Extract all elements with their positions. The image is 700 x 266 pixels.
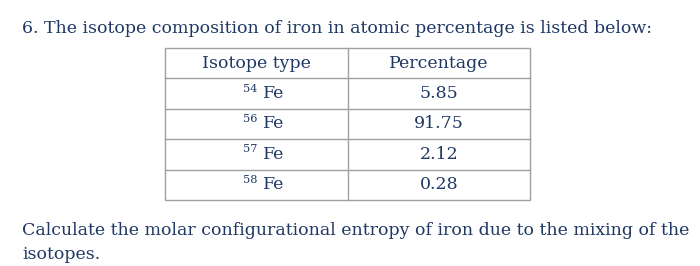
Text: Fe: Fe bbox=[262, 115, 284, 132]
Text: Isotope type: Isotope type bbox=[202, 55, 311, 72]
Text: Percentage: Percentage bbox=[389, 55, 489, 72]
Text: 91.75: 91.75 bbox=[414, 115, 464, 132]
Text: Fe: Fe bbox=[262, 176, 284, 193]
Text: 0.28: 0.28 bbox=[420, 176, 459, 193]
Text: 5.85: 5.85 bbox=[419, 85, 459, 102]
Text: Fe: Fe bbox=[262, 146, 284, 163]
Text: 58: 58 bbox=[242, 175, 257, 185]
Text: isotopes.: isotopes. bbox=[22, 246, 100, 263]
Text: 2.12: 2.12 bbox=[419, 146, 459, 163]
Text: 6. The isotope composition of iron in atomic percentage is listed below:: 6. The isotope composition of iron in at… bbox=[22, 20, 652, 37]
Text: 54: 54 bbox=[242, 84, 257, 94]
Bar bbox=[165, 48, 530, 200]
Text: Calculate the molar configurational entropy of iron due to the mixing of the: Calculate the molar configurational entr… bbox=[22, 222, 690, 239]
Text: 57: 57 bbox=[242, 144, 257, 154]
Text: Fe: Fe bbox=[262, 85, 284, 102]
Text: 56: 56 bbox=[242, 114, 257, 124]
